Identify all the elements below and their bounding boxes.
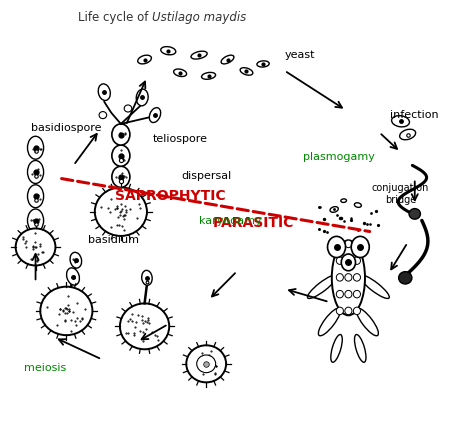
Circle shape (40, 287, 92, 335)
Circle shape (120, 303, 169, 349)
Ellipse shape (161, 47, 176, 55)
Ellipse shape (221, 55, 234, 64)
Ellipse shape (98, 84, 110, 101)
Ellipse shape (353, 273, 360, 281)
Text: plasmogamy: plasmogamy (303, 152, 375, 161)
Text: basidiospore: basidiospore (31, 123, 101, 133)
Text: SAPROPHYTIC: SAPROPHYTIC (115, 189, 226, 203)
Ellipse shape (27, 185, 44, 208)
Ellipse shape (142, 270, 152, 285)
Text: yeast: yeast (284, 50, 315, 60)
Ellipse shape (336, 240, 343, 248)
Ellipse shape (201, 72, 216, 79)
Ellipse shape (330, 207, 338, 212)
Ellipse shape (319, 308, 340, 336)
Text: Ustilago maydis: Ustilago maydis (152, 11, 246, 24)
Ellipse shape (257, 61, 269, 67)
Ellipse shape (336, 273, 343, 281)
Text: teliospore: teliospore (153, 134, 208, 144)
Ellipse shape (355, 203, 361, 207)
Text: infection: infection (391, 110, 439, 120)
Ellipse shape (392, 116, 410, 127)
Ellipse shape (355, 335, 366, 362)
Ellipse shape (360, 275, 389, 299)
Circle shape (399, 272, 412, 284)
Ellipse shape (332, 240, 365, 315)
Circle shape (16, 228, 55, 265)
Ellipse shape (336, 257, 343, 265)
Ellipse shape (353, 257, 360, 265)
Ellipse shape (336, 291, 343, 298)
Ellipse shape (136, 89, 148, 106)
Ellipse shape (345, 291, 352, 298)
Text: meiosis: meiosis (24, 363, 66, 373)
Ellipse shape (173, 69, 187, 77)
Circle shape (95, 187, 147, 236)
Ellipse shape (308, 275, 337, 299)
Ellipse shape (112, 124, 130, 145)
Text: PARASITIC: PARASITIC (213, 216, 294, 230)
Circle shape (186, 345, 226, 382)
Ellipse shape (331, 335, 342, 362)
Ellipse shape (336, 307, 343, 315)
Ellipse shape (27, 209, 44, 232)
Ellipse shape (353, 240, 360, 248)
Ellipse shape (328, 236, 346, 258)
Circle shape (409, 209, 420, 219)
Ellipse shape (66, 268, 80, 285)
Ellipse shape (191, 51, 207, 59)
Ellipse shape (353, 307, 360, 315)
Ellipse shape (112, 166, 130, 187)
Ellipse shape (138, 55, 151, 64)
Text: dispersal: dispersal (181, 172, 231, 181)
Ellipse shape (124, 105, 132, 112)
Ellipse shape (345, 273, 352, 281)
Text: basidium: basidium (88, 235, 139, 245)
Ellipse shape (112, 145, 130, 166)
Ellipse shape (27, 136, 44, 159)
Ellipse shape (400, 129, 416, 140)
Ellipse shape (27, 161, 44, 183)
Ellipse shape (149, 108, 161, 123)
Ellipse shape (356, 308, 378, 336)
Ellipse shape (341, 254, 356, 271)
Ellipse shape (99, 112, 107, 119)
Text: karyogamy: karyogamy (199, 216, 261, 225)
Ellipse shape (353, 291, 360, 298)
Ellipse shape (240, 67, 253, 75)
Ellipse shape (345, 257, 352, 265)
Ellipse shape (351, 236, 369, 258)
Text: conjugation
bridge: conjugation bridge (372, 183, 429, 205)
Ellipse shape (345, 307, 352, 315)
Ellipse shape (341, 199, 346, 202)
Ellipse shape (345, 240, 352, 248)
Text: Life cycle of: Life cycle of (78, 11, 152, 24)
Circle shape (197, 355, 216, 373)
Ellipse shape (70, 252, 82, 268)
